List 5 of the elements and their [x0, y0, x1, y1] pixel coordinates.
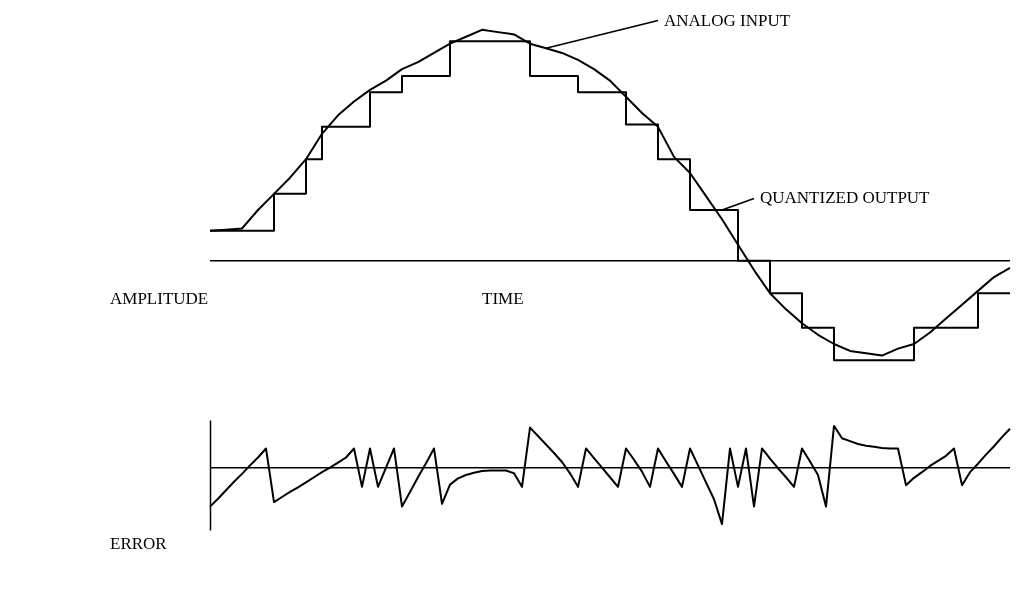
x-axis-title: TIME	[482, 288, 524, 308]
text: ANALOG INPUT	[664, 10, 791, 30]
y-axis-title: ERROR	[110, 534, 168, 553]
y-axis-title: AMPLITUDE	[110, 288, 209, 308]
legend-label: QUANTIZED OUTPUT	[760, 188, 931, 208]
